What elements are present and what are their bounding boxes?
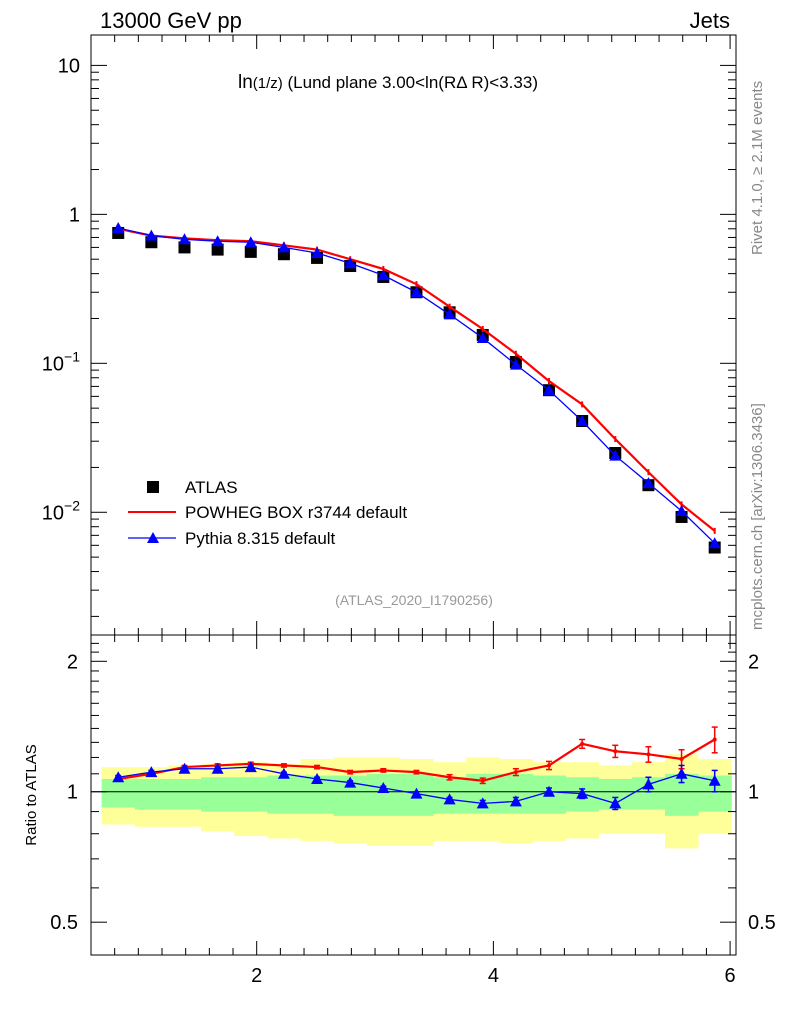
plot-title-rest: (Lund plane 3.00<ln(RΔ R)<3.33) bbox=[283, 73, 538, 92]
band-inner-bin bbox=[134, 779, 169, 810]
band-inner-bin bbox=[167, 779, 202, 810]
powheg-ratio-point bbox=[679, 757, 684, 762]
x-tick-label: 2 bbox=[251, 965, 262, 987]
rivet-label: Rivet 4.1.0, ≥ 2.1M events bbox=[749, 81, 766, 255]
y-tick-label: 1 bbox=[69, 204, 80, 226]
pythia-point bbox=[609, 449, 622, 461]
pythia-point bbox=[277, 241, 290, 253]
atlas-point bbox=[277, 248, 290, 261]
pythia-ratio-point bbox=[476, 797, 489, 809]
band-inner-bin bbox=[201, 777, 235, 812]
powheg-ratio-point bbox=[480, 778, 485, 783]
pythia-point bbox=[145, 229, 158, 241]
mcplots-label: mcplots.cern.ch [arXiv:1306.3436] bbox=[749, 403, 766, 630]
pythia-point bbox=[244, 236, 257, 248]
ratio-tick-label-right: 0.5 bbox=[748, 912, 776, 934]
pythia-point bbox=[509, 358, 522, 370]
ratio-tick-label-right: 2 bbox=[748, 651, 759, 673]
plot-title: ln(1/z) (Lund plane 3.00<ln(RΔ R)<3.33) bbox=[238, 72, 538, 93]
pythia-ratio-point bbox=[675, 767, 688, 779]
ratio-plot: 2 4 6 2 2 1 1 0.5 0.5 bbox=[50, 634, 776, 987]
header-right: Jets bbox=[690, 8, 730, 33]
band-inner-bin bbox=[366, 773, 401, 816]
pythia-point bbox=[211, 235, 224, 247]
plot-title-sub: (1/z) bbox=[253, 75, 283, 92]
powheg-ratio-point bbox=[613, 749, 618, 754]
powheg-ratio-point bbox=[414, 770, 419, 775]
pythia-point bbox=[576, 414, 589, 426]
pythia-ratio-point bbox=[277, 767, 290, 779]
pythia-ratio-point bbox=[708, 774, 721, 786]
y-tick-label: 10 bbox=[58, 55, 80, 77]
powheg-ratio-point bbox=[513, 770, 518, 775]
main-plot: 10 1 10−1 10−2 bbox=[42, 35, 736, 955]
legend-marker-atlas bbox=[147, 481, 159, 493]
pythia-point bbox=[344, 257, 357, 269]
band-inner-bin bbox=[499, 773, 533, 814]
powheg-ratio-point bbox=[712, 737, 717, 742]
pythia-point bbox=[311, 247, 324, 259]
powheg-ratio-point bbox=[447, 775, 452, 780]
ratio-tick-label-left: 2 bbox=[67, 651, 78, 673]
ratio-tick-label-right: 1 bbox=[748, 782, 759, 804]
legend-marker-pythia bbox=[147, 532, 159, 543]
header-left: 13000 GeV pp bbox=[100, 8, 242, 33]
pythia-point bbox=[443, 308, 456, 320]
powheg-ratio-point bbox=[580, 741, 585, 746]
powheg-ratio-point bbox=[547, 763, 552, 768]
atlas-point bbox=[211, 243, 224, 256]
pythia-ratio-point bbox=[211, 762, 224, 774]
band-inner-bin bbox=[267, 775, 301, 814]
y-tick-label: 10−2 bbox=[42, 497, 80, 524]
band-inner-bin bbox=[234, 777, 268, 812]
pythia-ratio-point bbox=[576, 787, 589, 799]
ratio-tick-label-left: 1 bbox=[67, 782, 78, 804]
powheg-ratio-point bbox=[348, 770, 353, 775]
powheg-ratio-point bbox=[281, 763, 286, 768]
x-tick-label: 4 bbox=[488, 965, 499, 987]
pythia-ratio-point bbox=[244, 761, 257, 773]
band-inner-bin bbox=[101, 779, 136, 808]
legend-label-pythia: Pythia 8.315 default bbox=[185, 529, 336, 548]
legend-label-powheg: POWHEG BOX r3744 default bbox=[185, 503, 407, 522]
pythia-ratio-point bbox=[178, 762, 191, 774]
pythia-point bbox=[708, 537, 721, 549]
legend-label-atlas: ATLAS bbox=[185, 478, 238, 497]
pythia-ratio-point bbox=[145, 766, 158, 778]
pythia-point bbox=[410, 286, 423, 298]
pythia-point bbox=[112, 221, 125, 233]
analysis-id: (ATLAS_2020_I1790256) bbox=[335, 592, 493, 608]
pythia-ratio-point bbox=[609, 797, 622, 809]
x-tick-label: 6 bbox=[725, 965, 736, 987]
pythia-point bbox=[178, 233, 191, 245]
pythia-ratio-point bbox=[311, 773, 324, 785]
ratio-ylabel: Ratio to ATLAS bbox=[23, 744, 40, 845]
pythia-point bbox=[377, 269, 390, 281]
pythia-point bbox=[476, 331, 489, 343]
plot-title-main: ln bbox=[238, 72, 253, 93]
pythia-point bbox=[543, 384, 556, 396]
pythia-ratio-point bbox=[344, 776, 357, 788]
pythia-ratio-point bbox=[642, 778, 655, 790]
powheg-ratio-point bbox=[315, 765, 320, 770]
legend: ATLAS POWHEG BOX r3744 default Pythia 8.… bbox=[128, 478, 407, 548]
ratio-tick-label-left: 0.5 bbox=[50, 912, 78, 934]
pythia-point bbox=[675, 504, 688, 516]
atlas-point bbox=[244, 245, 257, 258]
pythia-ratio-point bbox=[112, 771, 125, 783]
pythia-ratio-point bbox=[443, 793, 456, 805]
pythia-ratio-point bbox=[543, 785, 556, 797]
atlas-point bbox=[178, 241, 191, 254]
powheg-ratio-point bbox=[381, 768, 386, 773]
pythia-ratio-point bbox=[410, 787, 423, 799]
y-tick-label: 10−1 bbox=[42, 348, 80, 375]
pythia-ratio-point bbox=[377, 782, 390, 794]
pythia-ratio-point bbox=[509, 795, 522, 807]
powheg-ratio-point bbox=[646, 752, 651, 757]
pythia-point bbox=[642, 477, 655, 489]
ratio-frame bbox=[90, 634, 737, 956]
